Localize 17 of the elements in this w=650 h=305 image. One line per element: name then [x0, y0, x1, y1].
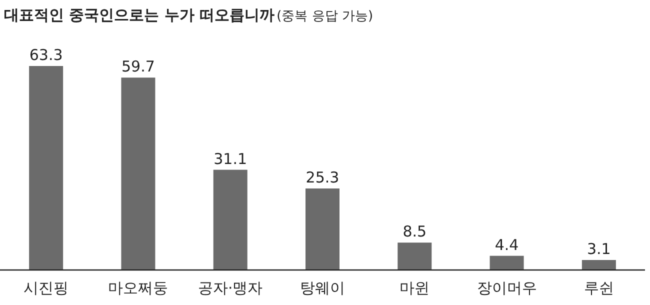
data-label: 63.3 — [29, 46, 63, 64]
data-label: 8.5 — [402, 222, 427, 241]
title: 대표적인 중국인으로는 누가 떠오릅니까(중복 응답 가능) — [4, 6, 374, 24]
data-label: 59.7 — [122, 58, 155, 76]
data-label: 4.4 — [494, 236, 519, 254]
category-label: 마오쩌둥 — [108, 279, 168, 297]
category-label: 탕웨이 — [300, 279, 345, 297]
category-label: 장이머우 — [476, 279, 537, 297]
chart-title: 대표적인 중국인으로는 누가 떠오릅니까 — [4, 6, 275, 24]
data-label: 3.1 — [587, 240, 611, 258]
category-label: 마윈 — [400, 279, 430, 297]
category-label: 공자·맹자 — [198, 279, 263, 297]
category-label: 루쉰 — [584, 279, 614, 297]
data-label: 31.1 — [214, 150, 248, 168]
data-label: 25.3 — [306, 168, 340, 186]
subtitle: (중복 응답 가능) — [276, 9, 374, 24]
category-label: 시진핑 — [24, 279, 69, 297]
